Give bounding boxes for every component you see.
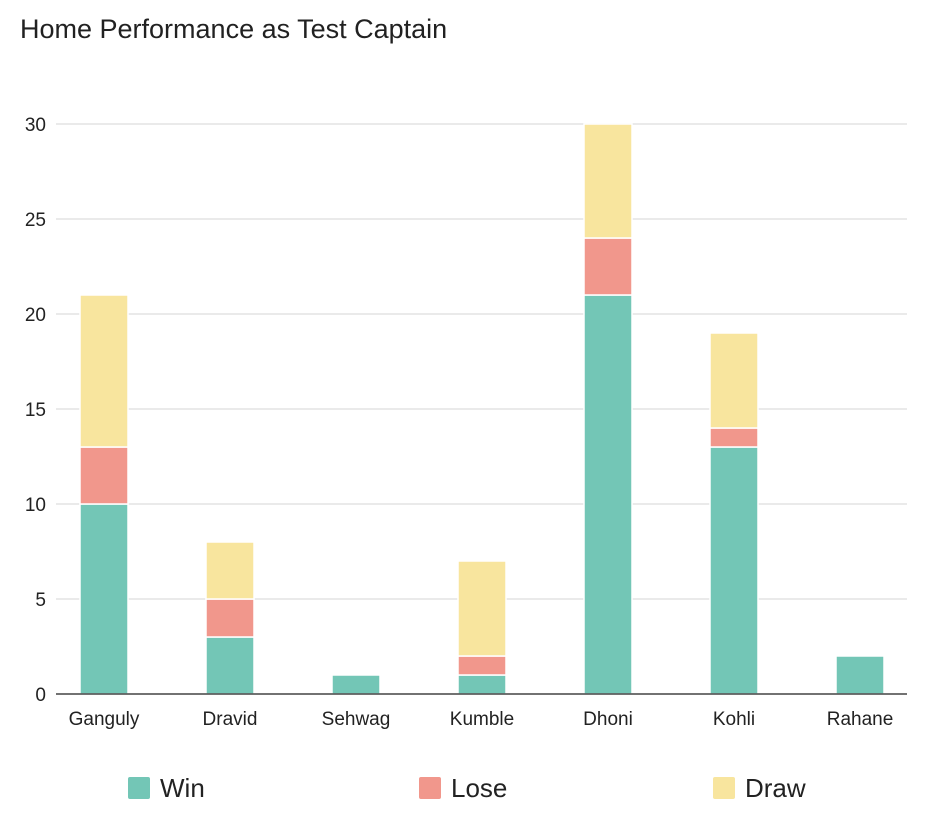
legend-item-win[interactable]: Win <box>128 768 205 808</box>
y-tick-label: 10 <box>25 495 46 516</box>
legend-item-lose[interactable]: Lose <box>419 768 507 808</box>
axes: 0 5 10 15 20 25 30 Ganguly Dravid Sehwag Kumble Dho… <box>25 115 907 730</box>
legend-swatch-win <box>128 777 150 799</box>
y-tick-label: 30 <box>25 115 46 136</box>
legend-swatch-lose <box>419 777 441 799</box>
bar-lose-ganguly[interactable] <box>79 446 129 505</box>
y-tick-label: 15 <box>25 400 46 421</box>
bar-win-dhoni[interactable] <box>583 294 633 695</box>
legend-swatch-draw <box>713 777 735 799</box>
bar-draw-dravid[interactable] <box>205 541 255 600</box>
bars <box>79 123 885 695</box>
bar-win-sehwag[interactable] <box>331 674 381 695</box>
x-tick-label: Dravid <box>203 709 258 730</box>
x-tick-label: Rahane <box>827 709 894 730</box>
x-tick-label: Sehwag <box>322 709 391 730</box>
legend: Win Lose Draw <box>0 768 930 808</box>
bar-lose-dravid[interactable] <box>205 598 255 638</box>
legend-label-draw: Draw <box>745 773 806 803</box>
bar-win-kumble[interactable] <box>457 674 507 695</box>
legend-item-draw[interactable]: Draw <box>713 768 806 808</box>
x-tick-label: Ganguly <box>69 709 140 730</box>
bar-draw-kohli[interactable] <box>709 332 759 429</box>
bar-win-ganguly[interactable] <box>79 503 129 695</box>
bar-draw-ganguly[interactable] <box>79 294 129 448</box>
legend-label-lose: Lose <box>451 773 508 803</box>
y-tick-label: 25 <box>25 210 46 231</box>
bar-win-dravid[interactable] <box>205 636 255 695</box>
bar-lose-dhoni[interactable] <box>583 237 633 296</box>
bar-draw-kumble[interactable] <box>457 560 507 657</box>
y-tick-label: 5 <box>35 590 46 611</box>
x-tick-label: Dhoni <box>583 709 633 730</box>
bar-lose-kumble[interactable] <box>457 655 507 676</box>
chart-title: Home Performance as Test Captain <box>20 14 448 44</box>
x-tick-label: Kohli <box>713 709 755 730</box>
y-tick-label: 20 <box>25 305 46 326</box>
legend-label-win: Win <box>160 773 205 803</box>
bar-win-kohli[interactable] <box>709 446 759 695</box>
bar-chart: 0 5 10 15 20 25 30 Ganguly Dravid Sehwag Kumble Dho… <box>25 115 907 730</box>
bar-draw-dhoni[interactable] <box>583 123 633 239</box>
y-tick-label: 0 <box>35 685 46 706</box>
gridlines <box>56 123 907 600</box>
x-tick-label: Kumble <box>450 709 514 730</box>
bar-win-rahane[interactable] <box>835 655 885 695</box>
bar-lose-kohli[interactable] <box>709 427 759 448</box>
